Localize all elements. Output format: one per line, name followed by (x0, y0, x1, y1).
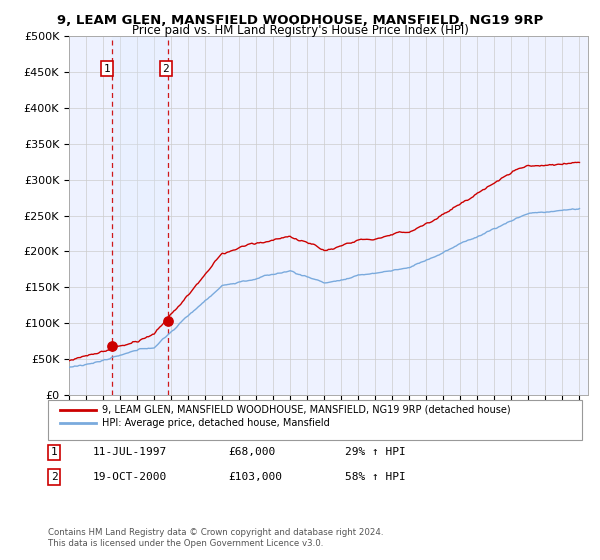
Text: 29% ↑ HPI: 29% ↑ HPI (345, 447, 406, 458)
Text: 2: 2 (163, 64, 169, 74)
Bar (112, 36, 167, 395)
Point (107, 342, 117, 351)
Text: 58% ↑ HPI: 58% ↑ HPI (345, 472, 406, 482)
Text: £103,000: £103,000 (228, 472, 282, 482)
Point (163, 316, 172, 325)
Text: 9, LEAM GLEN, MANSFIELD WOODHOUSE, MANSFIELD, NG19 9RP: 9, LEAM GLEN, MANSFIELD WOODHOUSE, MANSF… (57, 14, 543, 27)
Text: 1: 1 (50, 447, 58, 458)
Text: 11-JUL-1997: 11-JUL-1997 (93, 447, 167, 458)
Text: Price paid vs. HM Land Registry's House Price Index (HPI): Price paid vs. HM Land Registry's House … (131, 24, 469, 37)
Text: £68,000: £68,000 (228, 447, 275, 458)
Text: 2: 2 (50, 472, 58, 482)
Text: 9, LEAM GLEN, MANSFIELD WOODHOUSE, MANSFIELD, NG19 9RP (detached house): 9, LEAM GLEN, MANSFIELD WOODHOUSE, MANSF… (102, 405, 511, 415)
Text: Contains HM Land Registry data © Crown copyright and database right 2024.
This d: Contains HM Land Registry data © Crown c… (48, 528, 383, 548)
Text: 19-OCT-2000: 19-OCT-2000 (93, 472, 167, 482)
Text: HPI: Average price, detached house, Mansfield: HPI: Average price, detached house, Mans… (102, 418, 330, 428)
Text: 1: 1 (104, 64, 110, 74)
